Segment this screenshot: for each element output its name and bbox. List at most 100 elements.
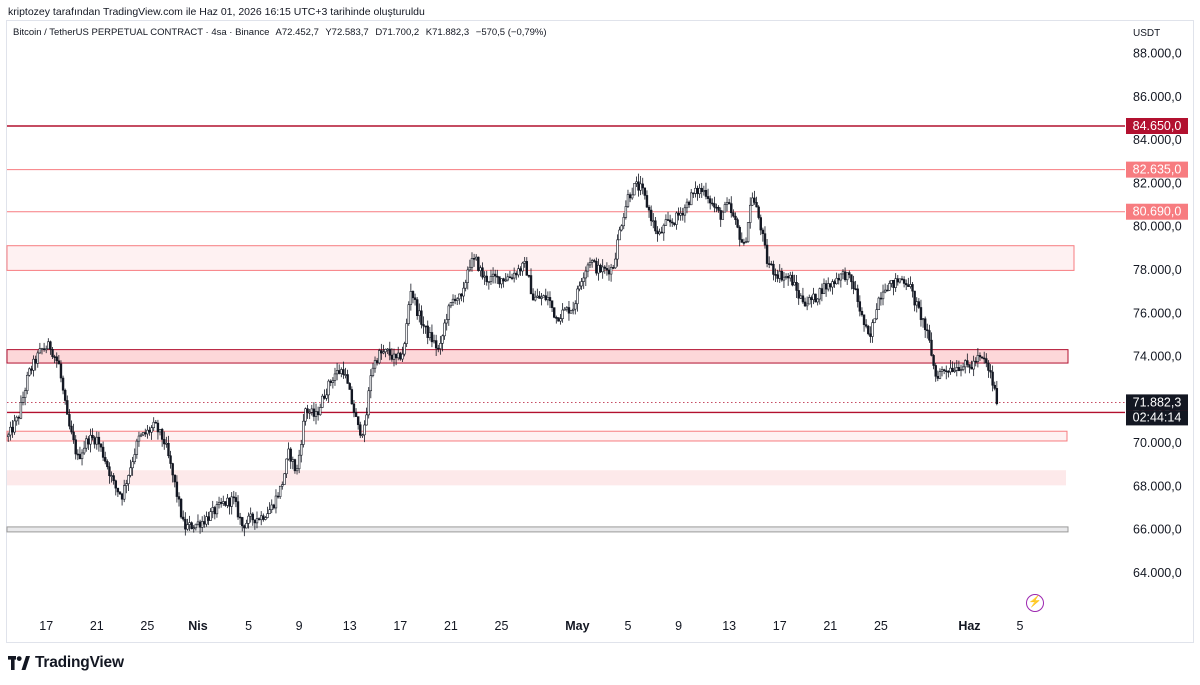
candle (236, 495, 240, 520)
candle-body (571, 308, 575, 311)
candle-body (104, 457, 107, 462)
candle (496, 269, 499, 284)
candle-body (150, 427, 153, 433)
candle (700, 182, 703, 198)
candle-body (845, 272, 849, 281)
candle-body (194, 523, 198, 529)
candle-body (730, 203, 733, 214)
candle-body (915, 301, 918, 306)
candle (829, 283, 832, 292)
candle (774, 268, 777, 283)
candle (266, 506, 269, 519)
candle (179, 498, 183, 519)
candle (827, 277, 830, 292)
candle-body (603, 266, 606, 269)
candle-body (694, 187, 697, 194)
candle (529, 268, 533, 295)
candle (418, 303, 421, 323)
tradingview-logo-icon (8, 656, 30, 670)
candle (314, 403, 318, 425)
candle-body (586, 264, 590, 272)
candle (795, 274, 798, 298)
candle-body (548, 297, 552, 302)
candle-body (810, 297, 813, 300)
candle-body (504, 279, 507, 282)
candle (392, 348, 396, 367)
currency-label[interactable]: USDT (1133, 28, 1161, 39)
candle-body (215, 504, 219, 515)
candle-body (325, 394, 328, 399)
candle-body (260, 515, 263, 521)
candle (690, 188, 693, 206)
candle-body (907, 284, 910, 287)
candle (337, 364, 341, 375)
candle-body (829, 283, 832, 288)
candle (74, 435, 77, 460)
y-tick-label: 84.000,0 (1133, 133, 1182, 147)
candle (399, 351, 402, 361)
candle-body (295, 468, 299, 472)
candle (479, 265, 482, 277)
y-tick-label: 82.000,0 (1133, 176, 1182, 190)
candle (188, 515, 191, 531)
candle (415, 297, 419, 320)
candle-body (352, 403, 356, 413)
candle-body (93, 437, 96, 445)
candle (451, 294, 455, 306)
candle-body (432, 340, 436, 343)
candle-body (418, 310, 421, 316)
candle-body (272, 504, 276, 509)
candle-body (808, 297, 811, 305)
candle (411, 290, 415, 304)
candle-body (447, 305, 451, 320)
candle-body (141, 432, 145, 436)
candle (91, 428, 94, 441)
candle-body (630, 194, 634, 199)
candle (131, 456, 134, 476)
candle-body (15, 416, 18, 422)
candle-body (458, 293, 461, 300)
candle (951, 361, 954, 373)
candle-body (451, 298, 455, 303)
candle-body (70, 425, 73, 433)
candle-body (582, 277, 585, 282)
candle-body (137, 435, 141, 442)
candle-body (411, 291, 415, 299)
candle (295, 464, 299, 475)
lightning-icon[interactable]: ⚡ (1026, 594, 1044, 612)
candle (883, 283, 887, 294)
candle-body (466, 269, 469, 283)
candle-body (778, 270, 781, 279)
candle-body (523, 261, 526, 264)
candle (319, 403, 322, 416)
candle-body (723, 204, 727, 213)
candle-body (11, 426, 14, 433)
candle-body (45, 348, 48, 351)
candle-body (255, 518, 259, 524)
candle-body (921, 318, 925, 321)
candle (862, 314, 866, 332)
candle (325, 388, 328, 401)
zone-1 (6, 349, 1069, 364)
candle-body (293, 459, 297, 472)
candle-body (746, 222, 750, 242)
candle-body (47, 341, 50, 350)
y-tick-label: 88.000,0 (1133, 46, 1182, 60)
candle-body (32, 358, 35, 371)
candle-body (131, 461, 134, 469)
tradingview-logo[interactable]: TradingView (8, 653, 124, 673)
candle-body (801, 295, 805, 303)
candle (805, 296, 809, 311)
ohlc-low: D71.700,2 (375, 27, 420, 38)
candle-body (243, 525, 246, 529)
candle-body (635, 181, 638, 184)
candle-body (673, 222, 676, 225)
x-tick-label: 9 (675, 619, 682, 633)
candle (51, 346, 54, 359)
candle (938, 368, 942, 380)
candle (921, 318, 925, 328)
candle-body (306, 408, 309, 413)
candle-body (690, 192, 693, 206)
candle-body (312, 408, 316, 417)
